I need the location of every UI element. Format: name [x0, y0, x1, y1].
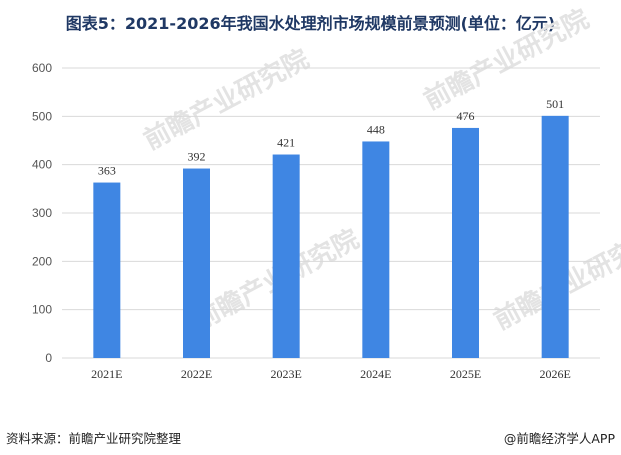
x-tick-label: 2025E: [450, 367, 481, 381]
bar: [452, 127, 479, 358]
source-note: 资料来源：前瞻产业研究院整理: [6, 431, 182, 446]
bar: [541, 115, 569, 358]
y-tick-label: 100: [32, 303, 52, 317]
x-tick-label: 2024E: [360, 367, 391, 381]
data-label: 421: [277, 136, 295, 150]
x-tick-label: 2022E: [181, 367, 212, 381]
y-tick-label: 200: [32, 254, 52, 268]
y-tick-label: 600: [32, 61, 52, 75]
data-label: 363: [98, 164, 116, 178]
y-tick-label: 500: [32, 109, 52, 123]
watermark-text: 前瞻产业研究院: [419, 3, 594, 116]
data-label: 476: [457, 109, 475, 123]
bar: [183, 168, 210, 358]
bar: [272, 154, 300, 358]
x-axis: 2021E 2022E 2023E 2024E 2025E 2026E: [91, 367, 571, 381]
bar: [362, 141, 390, 358]
x-tick-label: 2023E: [270, 367, 301, 381]
x-tick-label: 2021E: [91, 367, 122, 381]
bars: [93, 115, 569, 358]
y-tick-label: 300: [32, 206, 52, 220]
data-label: 448: [367, 122, 385, 136]
grid-layer: [62, 67, 600, 359]
data-label: 501: [546, 97, 564, 111]
y-axis: 0 100 200 300 400 500 600: [32, 61, 52, 365]
y-tick-label: 400: [32, 158, 52, 172]
data-labels: 363 392 421 448 476 501: [98, 97, 564, 178]
x-tick-label: 2026E: [539, 367, 570, 381]
brand-credit: @前瞻经济学人APP: [503, 431, 615, 446]
chart-title: 图表5：2021-2026年我国水处理剂市场规模前景预测(单位：亿元): [65, 14, 556, 33]
bar: [93, 182, 121, 358]
y-tick-label: 0: [45, 351, 52, 365]
data-label: 392: [188, 150, 206, 164]
